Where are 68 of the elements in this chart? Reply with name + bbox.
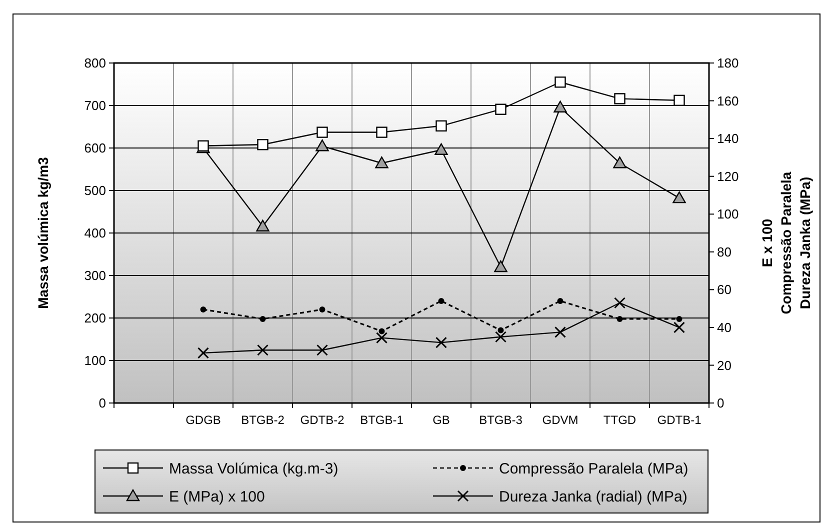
x-tick-label: GDTB-2	[300, 413, 345, 427]
y-tick-label: 0	[98, 396, 106, 411]
x-tick-label: GDTB-1	[657, 413, 702, 427]
y-tick-label: 400	[84, 226, 106, 241]
x-tick-label: BTGB-1	[360, 413, 404, 427]
y-axis-title: Massa volúmica kg/m3	[35, 156, 51, 309]
y-tick-label: 100	[84, 353, 106, 368]
y-tick-label: 300	[84, 268, 106, 284]
x-tick-label: BTGB-3	[479, 413, 523, 427]
point	[375, 156, 388, 168]
y2-tick-label: 0	[717, 396, 724, 411]
legend-label: E (MPa) x 100	[169, 488, 265, 506]
point	[316, 126, 328, 138]
point	[494, 260, 508, 272]
point	[614, 93, 626, 104]
point	[554, 326, 566, 338]
y2-tick-label: 160	[717, 93, 739, 108]
point	[674, 322, 685, 334]
y2-tick-label: 100	[717, 206, 739, 222]
point	[316, 140, 329, 152]
x-tick-label: BTGB-2	[241, 413, 285, 427]
point	[257, 139, 268, 150]
point	[260, 316, 266, 322]
y-tick-label: 800	[84, 56, 106, 71]
point	[376, 126, 388, 138]
point	[495, 331, 506, 343]
point	[616, 316, 623, 322]
y2-axis-title: E x 100 Compressão Paralela Dureza Janka (MPa)	[759, 172, 813, 314]
point	[378, 328, 385, 334]
point	[200, 306, 206, 312]
point	[316, 344, 328, 356]
point	[557, 298, 564, 304]
point	[434, 143, 448, 155]
point	[674, 94, 685, 106]
point	[495, 104, 506, 115]
point	[613, 156, 626, 168]
y2-tick-label: 20	[717, 358, 732, 373]
point	[676, 316, 682, 322]
point	[554, 100, 567, 112]
x-tick-label: GDVM	[542, 413, 578, 427]
point	[438, 298, 444, 304]
point	[436, 120, 447, 132]
point	[614, 297, 626, 309]
point	[319, 306, 326, 312]
y2-tick-label: 60	[717, 282, 732, 298]
y2-tick-label: 40	[717, 320, 732, 335]
legend-label: Compressão Paralela (MPa)	[499, 460, 688, 478]
y2-tick-label: 140	[717, 131, 739, 146]
point	[257, 344, 268, 356]
point	[436, 336, 447, 348]
point	[376, 332, 388, 344]
x-tick-label: TTGD	[603, 413, 636, 427]
point	[672, 191, 686, 204]
point	[498, 327, 504, 334]
y2-tick-label: 120	[717, 168, 739, 184]
y-tick-label: 200	[84, 310, 106, 326]
y-tick-label: 500	[84, 183, 106, 198]
y2-tick-label: 180	[717, 56, 739, 71]
x-tick-label: GDGB	[186, 413, 221, 427]
y2-tick-label: 80	[717, 244, 732, 260]
point	[198, 347, 209, 359]
legend-label: Dureza Janka (radial) (MPa)	[499, 488, 688, 506]
x-tick-label: GB	[432, 413, 450, 427]
legend-label: Massa Volúmica (kg.m-3)	[169, 460, 338, 478]
point	[554, 76, 566, 88]
y-tick-label: 700	[84, 98, 106, 114]
y-tick-label: 600	[84, 140, 106, 156]
point	[256, 220, 270, 232]
